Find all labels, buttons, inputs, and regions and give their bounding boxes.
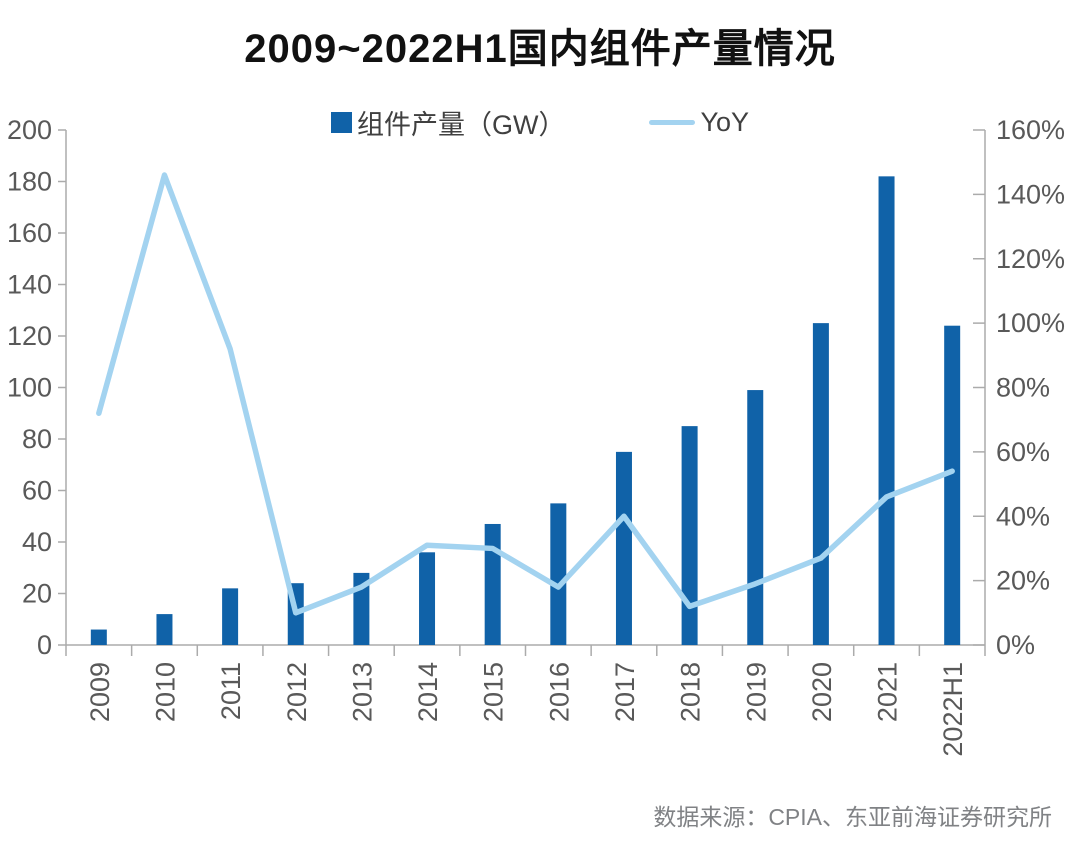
y-left-tick-label: 20: [22, 579, 52, 609]
chart-title: 2009~2022H1国内组件产量情况: [244, 27, 836, 71]
bar-2020: [812, 323, 829, 645]
y-right-tick-label: 60%: [996, 437, 1050, 467]
bar-swatch-icon: [330, 112, 352, 133]
bar-2011: [222, 588, 239, 645]
y-right-tick-label: 140%: [996, 179, 1065, 209]
bar-2016: [550, 503, 567, 645]
x-tick-label-2018: 2018: [676, 662, 706, 722]
y-left-tick-label: 140: [7, 270, 52, 300]
bar-2018: [681, 426, 698, 645]
y-right-tick-label: 40%: [996, 501, 1050, 531]
y-right-tick-label: 160%: [996, 115, 1065, 145]
x-tick-label-2010: 2010: [150, 662, 180, 722]
bar-2009: [90, 629, 107, 645]
legend-item-yoy: YoY: [649, 107, 749, 138]
y-left-tick-label: 80: [22, 424, 52, 454]
y-left-tick-label: 120: [7, 321, 52, 351]
bar-2022H1: [944, 325, 961, 645]
bar-2010: [156, 614, 173, 645]
y-left-tick-label: 100: [7, 373, 52, 403]
x-tick-label-2013: 2013: [347, 662, 377, 722]
x-tick-label-2022H1: 2022H1: [938, 662, 968, 757]
x-tick-label-2011: 2011: [216, 662, 246, 720]
yoy-line: [96, 172, 955, 616]
x-tick-label-2016: 2016: [544, 662, 574, 722]
y-left-tick-label: 0: [37, 630, 52, 660]
bar-2014: [419, 552, 436, 645]
y-right-tick-label: 0%: [996, 630, 1035, 660]
y-left-tick-label: 160: [7, 218, 52, 248]
x-tick-label-2017: 2017: [610, 662, 640, 722]
legend: 组件产量（GW） YoY: [0, 103, 1080, 142]
y-left-tick-label: 40: [22, 527, 52, 557]
x-tick-label-2020: 2020: [807, 662, 837, 722]
bar-2019: [747, 390, 764, 645]
y-left-tick-label: 200: [7, 115, 52, 145]
x-tick-label-2021: 2021: [873, 662, 903, 722]
y-right-tick-label: 100%: [996, 308, 1065, 338]
y-left-tick-label: 180: [7, 167, 52, 197]
x-tick-label-2014: 2014: [413, 662, 443, 722]
y-right-tick-label: 20%: [996, 566, 1050, 596]
bar-2017: [615, 451, 632, 645]
legend-label-yoy: YoY: [700, 107, 750, 137]
combo-chart: 0 20 40 60 80 100 120 140 160 180 200 0% 20% 40% 60% 80…: [7, 115, 1065, 757]
y-left-tick-label: 60: [22, 476, 52, 506]
line-swatch-icon: [649, 120, 696, 125]
y-right-tick-label: 80%: [996, 373, 1050, 403]
legend-item-production: 组件产量（GW）: [330, 103, 566, 142]
x-tick-label-2019: 2019: [741, 662, 771, 722]
x-tick-label-2012: 2012: [282, 662, 312, 722]
legend-label-production: 组件产量（GW）: [356, 110, 566, 140]
bar-2015: [484, 523, 501, 645]
bar-2021: [878, 176, 895, 645]
y-right-tick-label: 120%: [996, 244, 1065, 274]
x-tick-label-2015: 2015: [479, 662, 509, 722]
source-note: 数据来源：CPIA、东亚前海证券研究所: [653, 804, 1052, 830]
x-tick-label-2009: 2009: [85, 662, 115, 722]
